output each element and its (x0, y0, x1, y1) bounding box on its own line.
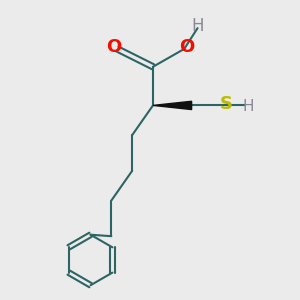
Text: O: O (179, 38, 195, 56)
Text: O: O (106, 38, 122, 56)
Text: S: S (219, 95, 232, 113)
Polygon shape (153, 101, 192, 110)
Text: H: H (243, 98, 254, 113)
Text: H: H (191, 17, 204, 35)
